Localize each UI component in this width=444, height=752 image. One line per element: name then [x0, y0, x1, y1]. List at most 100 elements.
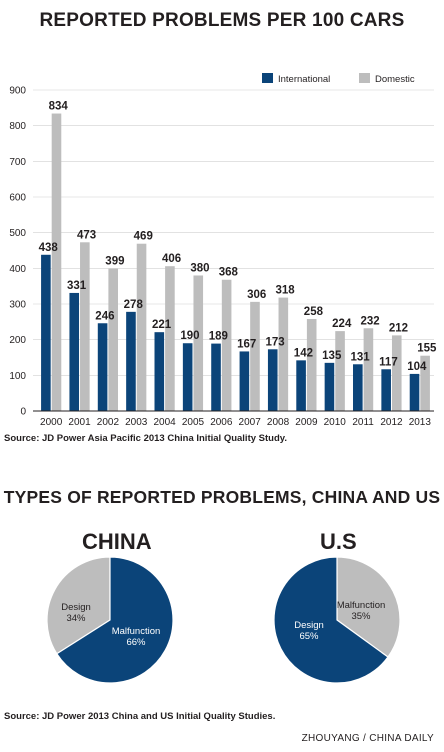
data-label-domestic: 399	[105, 256, 124, 268]
pie-title-us: U.S	[320, 529, 357, 554]
pie-label-china-design: Design	[61, 602, 91, 613]
y-tick-label: 500	[9, 228, 26, 239]
data-label-international: 142	[294, 347, 313, 359]
bar-domestic	[51, 113, 62, 411]
bar-domestic	[363, 328, 374, 411]
data-label-international: 221	[152, 319, 172, 331]
x-tick-label: 2004	[153, 417, 176, 428]
x-tick-label: 2011	[352, 417, 374, 428]
bar-international	[381, 369, 391, 411]
bar-domestic	[335, 331, 345, 411]
y-tick-label: 700	[9, 157, 26, 168]
pie-value-china-design: 34%	[66, 613, 86, 624]
legend-label-domestic: Domestic	[375, 74, 415, 85]
chart-title: REPORTED PROBLEMS PER 100 CARS	[39, 10, 405, 31]
x-tick-label: 2012	[380, 417, 403, 428]
bar-domestic	[250, 301, 260, 411]
bar-international	[97, 323, 108, 411]
x-tick-label: 2010	[324, 417, 347, 428]
data-label-domestic: 834	[49, 101, 69, 113]
bar-domestic	[80, 242, 90, 411]
x-tick-label: 2002	[97, 417, 120, 428]
x-tick-label: 2013	[409, 417, 432, 428]
legend-swatch-international	[262, 73, 273, 83]
bar-domestic	[165, 266, 175, 411]
data-label-international: 331	[67, 280, 87, 292]
data-label-international: 438	[39, 242, 59, 254]
pie-value-china-malfunction: 66%	[126, 637, 146, 648]
bar-international	[409, 373, 420, 411]
y-tick-label: 900	[9, 86, 26, 97]
data-label-domestic: 306	[247, 289, 266, 301]
bar-domestic	[221, 279, 232, 411]
pie-value-us-design: 65%	[299, 631, 319, 642]
x-tick-label: 2009	[295, 417, 318, 428]
bar-international	[239, 351, 250, 411]
y-tick-label: 200	[9, 335, 26, 346]
pie-slice-us-design	[273, 556, 389, 684]
y-tick-label: 600	[9, 193, 26, 204]
pie-slice-china-design	[46, 556, 111, 655]
bar-chart: 0 100 200 300 400 500 600 700 800 900 438 834 2000 33…	[9, 73, 437, 428]
bar-international	[41, 254, 51, 411]
data-label-international: 117	[379, 356, 398, 368]
legend-swatch-domestic	[359, 73, 370, 83]
bar-international	[154, 332, 165, 411]
bar-domestic	[391, 335, 402, 411]
legend-label-international: International	[278, 74, 330, 85]
bar-international	[182, 343, 193, 411]
data-label-international: 190	[180, 330, 199, 342]
bar-chart-source: Source: JD Power Asia Pacific 2013 China…	[4, 433, 287, 444]
bar-international	[324, 362, 335, 411]
bar-domestic	[108, 268, 118, 411]
bar-international	[69, 292, 80, 411]
data-label-international: 135	[322, 350, 342, 362]
y-tick-label: 400	[9, 264, 26, 275]
bar-domestic	[420, 355, 430, 411]
pies-title: TYPES OF REPORTED PROBLEMS, CHINA AND US	[3, 487, 441, 507]
data-label-international: 104	[407, 361, 427, 373]
pie-slice-us-malfunction	[336, 556, 401, 658]
data-label-international: 246	[95, 310, 114, 322]
x-tick-label: 2000	[40, 417, 63, 428]
pie-title-china: CHINA	[82, 529, 152, 554]
y-tick-label: 100	[9, 371, 26, 382]
pie-slice-china-malfunction	[55, 556, 174, 684]
bar-international	[296, 360, 306, 411]
bar-domestic	[136, 243, 147, 411]
data-label-international: 278	[124, 299, 144, 311]
data-label-domestic: 406	[162, 253, 181, 265]
pies-source: Source: JD Power 2013 China and US Initi…	[4, 711, 276, 722]
data-label-international: 167	[237, 338, 256, 350]
x-tick-label: 2008	[267, 417, 290, 428]
bar-domestic	[306, 318, 317, 411]
data-label-international: 173	[265, 336, 284, 348]
bar-international	[126, 311, 136, 411]
data-label-domestic: 155	[417, 343, 437, 355]
y-tick-label: 800	[9, 121, 26, 132]
data-label-international: 131	[351, 351, 371, 363]
pie-label-us-design: Design	[294, 620, 324, 631]
data-label-domestic: 212	[389, 322, 408, 334]
data-label-international: 189	[209, 331, 228, 343]
bar-domestic	[278, 297, 289, 411]
data-label-domestic: 224	[332, 318, 352, 330]
pie-label-us-malfunction: Malfunction	[337, 600, 386, 611]
data-label-domestic: 469	[134, 231, 153, 243]
bar-international	[267, 349, 278, 411]
x-tick-label: 2003	[125, 417, 148, 428]
data-label-domestic: 473	[77, 229, 96, 241]
pie-label-china-malfunction: Malfunction	[112, 626, 161, 637]
data-label-domestic: 232	[361, 315, 380, 327]
x-tick-label: 2007	[239, 417, 262, 428]
bar-international	[211, 343, 221, 411]
data-label-domestic: 318	[275, 285, 295, 297]
x-tick-label: 2001	[68, 417, 91, 428]
x-tick-label: 2006	[210, 417, 233, 428]
data-label-domestic: 380	[190, 262, 209, 274]
y-tick-label: 300	[9, 300, 26, 311]
data-label-domestic: 258	[304, 306, 324, 318]
x-tick-label: 2005	[182, 417, 205, 428]
bar-domestic	[193, 275, 204, 411]
bar-international	[353, 364, 363, 411]
